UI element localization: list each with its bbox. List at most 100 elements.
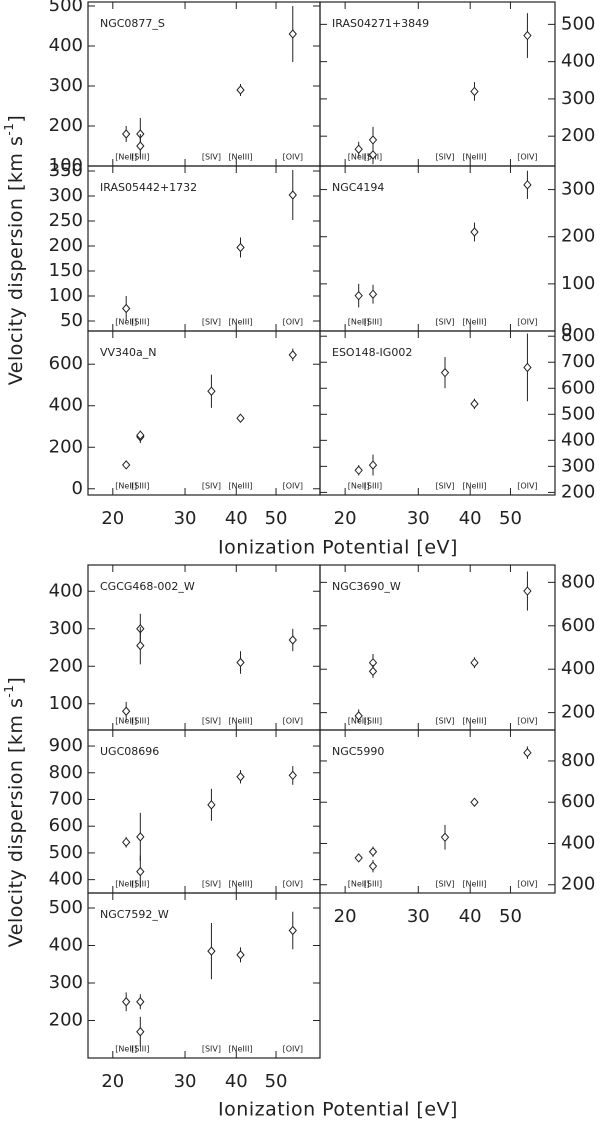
line-label: [SIV] (202, 153, 221, 162)
line-label: [SIV] (202, 482, 221, 491)
y-tick-label: 400 (561, 51, 595, 72)
y-tick-label: 100 (49, 155, 83, 176)
line-label: [SIV] (202, 717, 221, 726)
data-point (368, 846, 378, 857)
y-tick-label: 500 (49, 842, 83, 863)
y-tick-label: 800 (561, 571, 595, 592)
line-label: [NeII] (115, 482, 137, 491)
data-point (368, 666, 378, 677)
data-point (122, 996, 131, 1007)
line-label: [OIV] (517, 482, 537, 491)
line-label: [OIV] (517, 880, 537, 889)
y-tick-label: 900 (49, 735, 83, 756)
y-tick-label: 500 (561, 13, 595, 34)
data-point (354, 290, 363, 301)
panel-frame (319, 729, 556, 894)
line-label: [SIII] (131, 318, 149, 327)
line-label: [NeIII] (462, 318, 486, 327)
y-tick-label: 0 (72, 478, 83, 499)
line-label: [NeIII] (228, 482, 252, 491)
data-point (288, 29, 297, 39)
data-point (288, 925, 297, 936)
y-tick-label: 100 (561, 273, 595, 294)
x-tick-label: 50 (499, 508, 522, 529)
y-tick-label: 800 (49, 762, 83, 783)
line-label: [NeII] (348, 153, 370, 162)
line-label: [OIV] (517, 153, 537, 162)
line-label: [NeII] (115, 880, 137, 889)
x-axis-title: Ionization Potential [eV] (218, 1099, 458, 1121)
data-point (368, 460, 378, 470)
line-label: [NeIII] (228, 1045, 252, 1054)
panel-frame (87, 892, 321, 1059)
y-tick-label: 500 (49, 897, 83, 918)
y-tick-label: 600 (49, 353, 83, 374)
line-label: [NeIII] (228, 717, 252, 726)
line-label: [SIII] (364, 318, 382, 327)
data-point (236, 413, 245, 423)
data-point (288, 635, 297, 645)
y-tick-label: 400 (49, 935, 83, 956)
x-tick-label: 50 (265, 508, 288, 529)
y-tick-label: 600 (561, 791, 595, 812)
data-point (136, 996, 145, 1007)
line-label: [NeIII] (228, 318, 252, 327)
y-tick-label: 300 (49, 972, 83, 993)
y-tick-label: 400 (49, 395, 83, 416)
data-point (207, 946, 216, 956)
line-label: [SIV] (435, 717, 454, 726)
data-point (207, 386, 216, 396)
data-point (354, 711, 363, 721)
y-tick-label: 500 (561, 403, 595, 424)
line-label: [OIV] (283, 880, 303, 889)
y-tick-label: 300 (49, 75, 83, 96)
panel-title: NGC5990 (332, 745, 384, 758)
data-point (470, 657, 479, 668)
x-tick-label: 30 (174, 508, 197, 529)
line-label: [SIV] (435, 153, 454, 162)
y-tick-label: 800 (561, 750, 595, 771)
data-point (288, 770, 297, 781)
y-tick-label: 400 (561, 832, 595, 853)
data-point (470, 797, 479, 807)
data-point (288, 190, 297, 200)
data-point (368, 150, 378, 160)
y-axis-title-close: ] (5, 677, 27, 685)
data-point (236, 772, 245, 782)
y-axis-title: Velocity dispersion [km s-1] (2, 677, 27, 948)
line-label: [SIV] (202, 318, 221, 327)
line-label: [NeII] (348, 880, 370, 889)
y-tick-label: 800 (561, 325, 595, 346)
x-tick-label: 20 (101, 1071, 124, 1092)
data-point (523, 30, 532, 41)
panel-title: IRAS05442+1732 (100, 181, 197, 194)
data-point (368, 135, 378, 145)
data-point (236, 950, 245, 960)
data-point (523, 586, 532, 596)
y-tick-label: 700 (49, 788, 83, 809)
line-label: [NeII] (348, 318, 370, 327)
x-axis-title: Ionization Potential [eV] (218, 537, 458, 559)
line-label: [NeIII] (462, 153, 486, 162)
line-label: [NeII] (115, 717, 137, 726)
data-point (368, 289, 378, 299)
data-point (122, 460, 131, 470)
x-tick-label: 20 (334, 906, 357, 927)
y-tick-label: 600 (561, 377, 595, 398)
y-tick-label: 50 (60, 310, 83, 331)
line-label: [OIV] (283, 717, 303, 726)
line-label: [NeIII] (462, 880, 486, 889)
data-point (136, 141, 145, 151)
data-point (523, 747, 532, 758)
y-tick-label: 700 (561, 351, 595, 372)
y-tick-label: 200 (49, 115, 83, 136)
data-point (470, 399, 479, 409)
data-point (122, 303, 131, 314)
line-label: [SIII] (364, 717, 382, 726)
y-tick-label: 600 (561, 615, 595, 636)
line-label: [NeII] (115, 318, 137, 327)
x-tick-label: 40 (225, 1071, 248, 1092)
line-label: [OIV] (283, 482, 303, 491)
panel-frame (319, 330, 556, 496)
